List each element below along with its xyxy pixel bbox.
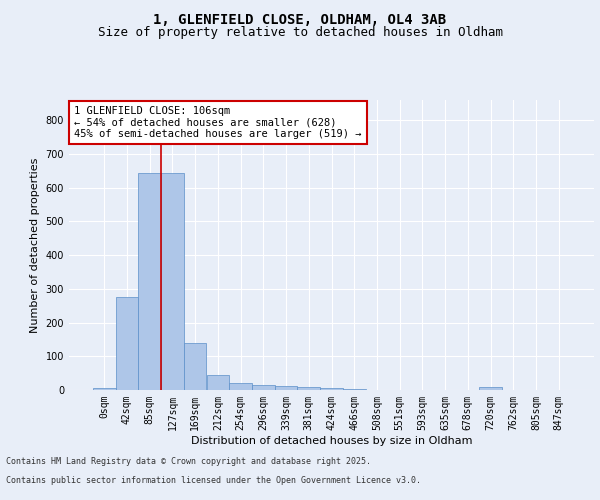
Bar (479, 388, 502, 390)
Y-axis label: Number of detached properties: Number of detached properties (30, 158, 40, 332)
Text: 1 GLENFIELD CLOSE: 106sqm
← 54% of detached houses are smaller (628)
45% of semi: 1 GLENFIELD CLOSE: 106sqm ← 54% of detac… (74, 106, 362, 139)
Text: 1, GLENFIELD CLOSE, OLDHAM, OL4 3AB: 1, GLENFIELD CLOSE, OLDHAM, OL4 3AB (154, 12, 446, 26)
X-axis label: Distribution of detached houses by size in Oldham: Distribution of detached houses by size … (191, 436, 472, 446)
Text: Contains public sector information licensed under the Open Government Licence v3: Contains public sector information licen… (6, 476, 421, 485)
Bar (320, 388, 343, 390)
Text: Size of property relative to detached houses in Oldham: Size of property relative to detached ho… (97, 26, 503, 39)
Bar (229, 384, 252, 390)
Bar (116, 298, 139, 390)
Bar (206, 375, 229, 390)
Bar (275, 386, 298, 390)
Bar (93, 388, 116, 390)
Bar (343, 388, 365, 390)
Bar (139, 172, 161, 390)
Text: Contains HM Land Registry data © Crown copyright and database right 2025.: Contains HM Land Registry data © Crown c… (6, 458, 371, 466)
Bar (184, 343, 206, 390)
Bar (298, 386, 320, 390)
Bar (161, 172, 184, 390)
Bar (252, 385, 275, 390)
